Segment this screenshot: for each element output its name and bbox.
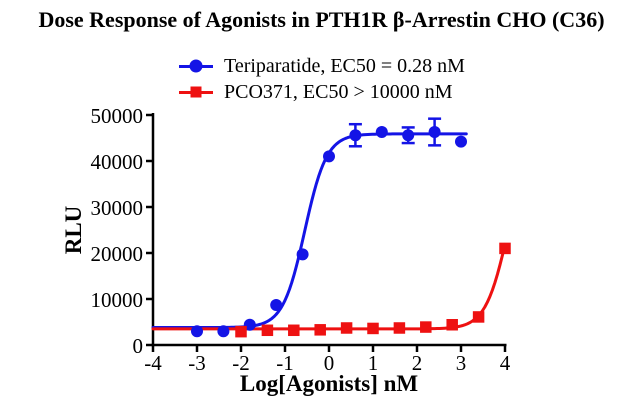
pco371-data-point xyxy=(393,322,406,334)
x-tick-label: 0 xyxy=(324,351,335,375)
x-tick-label: -1 xyxy=(276,351,294,375)
y-tick-label: 20000 xyxy=(91,242,144,266)
teriparatide-data-point xyxy=(455,135,467,148)
legend-label-pco371: PCO371, EC50 > 10000 nM xyxy=(224,80,453,103)
legend-item-pco371: PCO371, EC50 > 10000 nM xyxy=(179,79,465,105)
legend-label-teriparatide: Teriparatide, EC50 = 0.28 nM xyxy=(224,54,465,77)
pco371-data-point xyxy=(499,242,511,255)
teriparatide-data-point xyxy=(375,126,388,139)
x-tick-label: 2 xyxy=(412,351,423,375)
x-axis-title: Log[Agonists] nM xyxy=(239,371,419,396)
pco371-data-point xyxy=(340,322,353,334)
x-tick-label: 4 xyxy=(500,351,511,375)
pco371-square-marker-icon xyxy=(179,85,213,99)
y-tick-label: 40000 xyxy=(91,150,144,174)
teriparatide-fit-curve xyxy=(151,132,468,330)
teriparatide-data-point xyxy=(217,325,230,338)
y-tick-label: 0 xyxy=(133,334,144,358)
legend-item-teriparatide: Teriparatide, EC50 = 0.28 nM xyxy=(179,53,465,79)
teriparatide-data-point xyxy=(270,298,283,311)
x-tick-label: 3 xyxy=(456,351,467,375)
teriparatide-data-point xyxy=(428,126,441,139)
pco371-data-point xyxy=(314,324,326,336)
pco371-data-point xyxy=(288,324,300,337)
legend: Teriparatide, EC50 = 0.28 nM PCO371, EC5… xyxy=(179,53,465,105)
y-tick-label: 30000 xyxy=(91,196,144,220)
pco371-fit-curve xyxy=(151,242,507,331)
teriparatide-data-point xyxy=(349,129,362,142)
pco371-data-point xyxy=(420,321,432,333)
x-tick-label: -4 xyxy=(144,351,162,375)
legend-shape xyxy=(189,59,203,73)
teriparatide-data-point xyxy=(402,129,415,142)
y-tick-label: 50000 xyxy=(91,104,144,128)
pco371-data-point xyxy=(367,322,379,335)
pco371-data-point xyxy=(235,325,247,338)
chart-title: Dose Response of Agonists in PTH1R β-Arr… xyxy=(38,7,605,32)
legend-shape xyxy=(190,86,202,98)
teriparatide-data-point xyxy=(191,325,203,338)
teriparatide-data-point xyxy=(296,248,309,261)
y-axis-title: RLU xyxy=(61,205,86,255)
teriparatide-data-point xyxy=(323,150,335,163)
y-tick-label: 10000 xyxy=(91,288,144,312)
x-tick-label: -2 xyxy=(232,351,250,375)
teriparatide-circle-marker-icon xyxy=(179,59,213,73)
pco371-data-point xyxy=(261,324,274,337)
x-tick-label: 1 xyxy=(368,351,379,375)
x-tick-label: -3 xyxy=(188,351,206,375)
teriparatide-data-point xyxy=(243,318,256,331)
pco371-data-point xyxy=(446,319,458,331)
pco371-data-point xyxy=(472,311,485,323)
